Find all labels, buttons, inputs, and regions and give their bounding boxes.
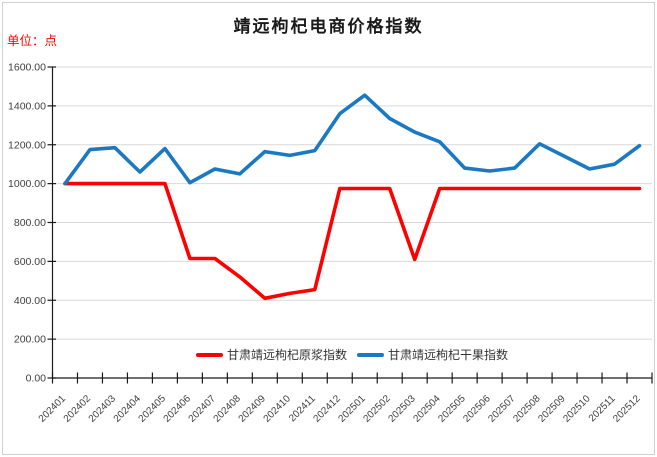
y-tick-label: 1200.00	[8, 139, 46, 151]
y-tick-label: 1400.00	[8, 100, 46, 112]
series-line-puree-index	[63, 181, 642, 301]
y-tick-label: 1600.00	[8, 62, 46, 74]
unit-label: 单位：点	[7, 34, 58, 48]
x-tick-label: 202510	[561, 393, 593, 425]
y-tick-labels: 0.00 200.00 400.00 600.00 800.00 1000.00 1200.…	[8, 62, 46, 385]
legend-item-dried-fruit-index: 甘肃靖远枸杞干果指数	[357, 346, 508, 363]
legend-label-puree-index: 甘肃靖远枸杞原浆指数	[226, 348, 347, 362]
y-tick-label: 400.00	[14, 295, 46, 307]
y-tick-label: 200.00	[14, 334, 46, 346]
chart-legend: 甘肃靖远枸杞原浆指数 甘肃靖远枸杞干果指数	[192, 345, 512, 364]
y-tick-label: 600.00	[14, 256, 46, 268]
y-axis-ticks	[47, 66, 56, 379]
series-line-dried-fruit-index	[63, 93, 642, 186]
gridlines	[52, 66, 652, 340]
x-tick-label: 202410	[262, 393, 294, 425]
legend-label-dried-fruit-index: 甘肃靖远枸杞干果指数	[388, 348, 509, 362]
y-tick-label: 800.00	[14, 217, 46, 229]
x-tick-labels: 2024012024022024032024042024052024062024…	[37, 393, 643, 425]
x-axis-ticks	[51, 372, 653, 384]
legend-swatch-dried-fruit-index	[357, 352, 384, 357]
y-tick-label: 1000.00	[8, 178, 46, 190]
legend-swatch-puree-index	[195, 352, 223, 357]
chart-title: 靖远枸杞电商价格指数	[233, 17, 424, 36]
legend-item-puree-index: 甘肃靖远枸杞原浆指数	[195, 346, 347, 363]
x-tick-label: 202512	[611, 393, 643, 425]
y-tick-label: 0.00	[26, 373, 47, 385]
